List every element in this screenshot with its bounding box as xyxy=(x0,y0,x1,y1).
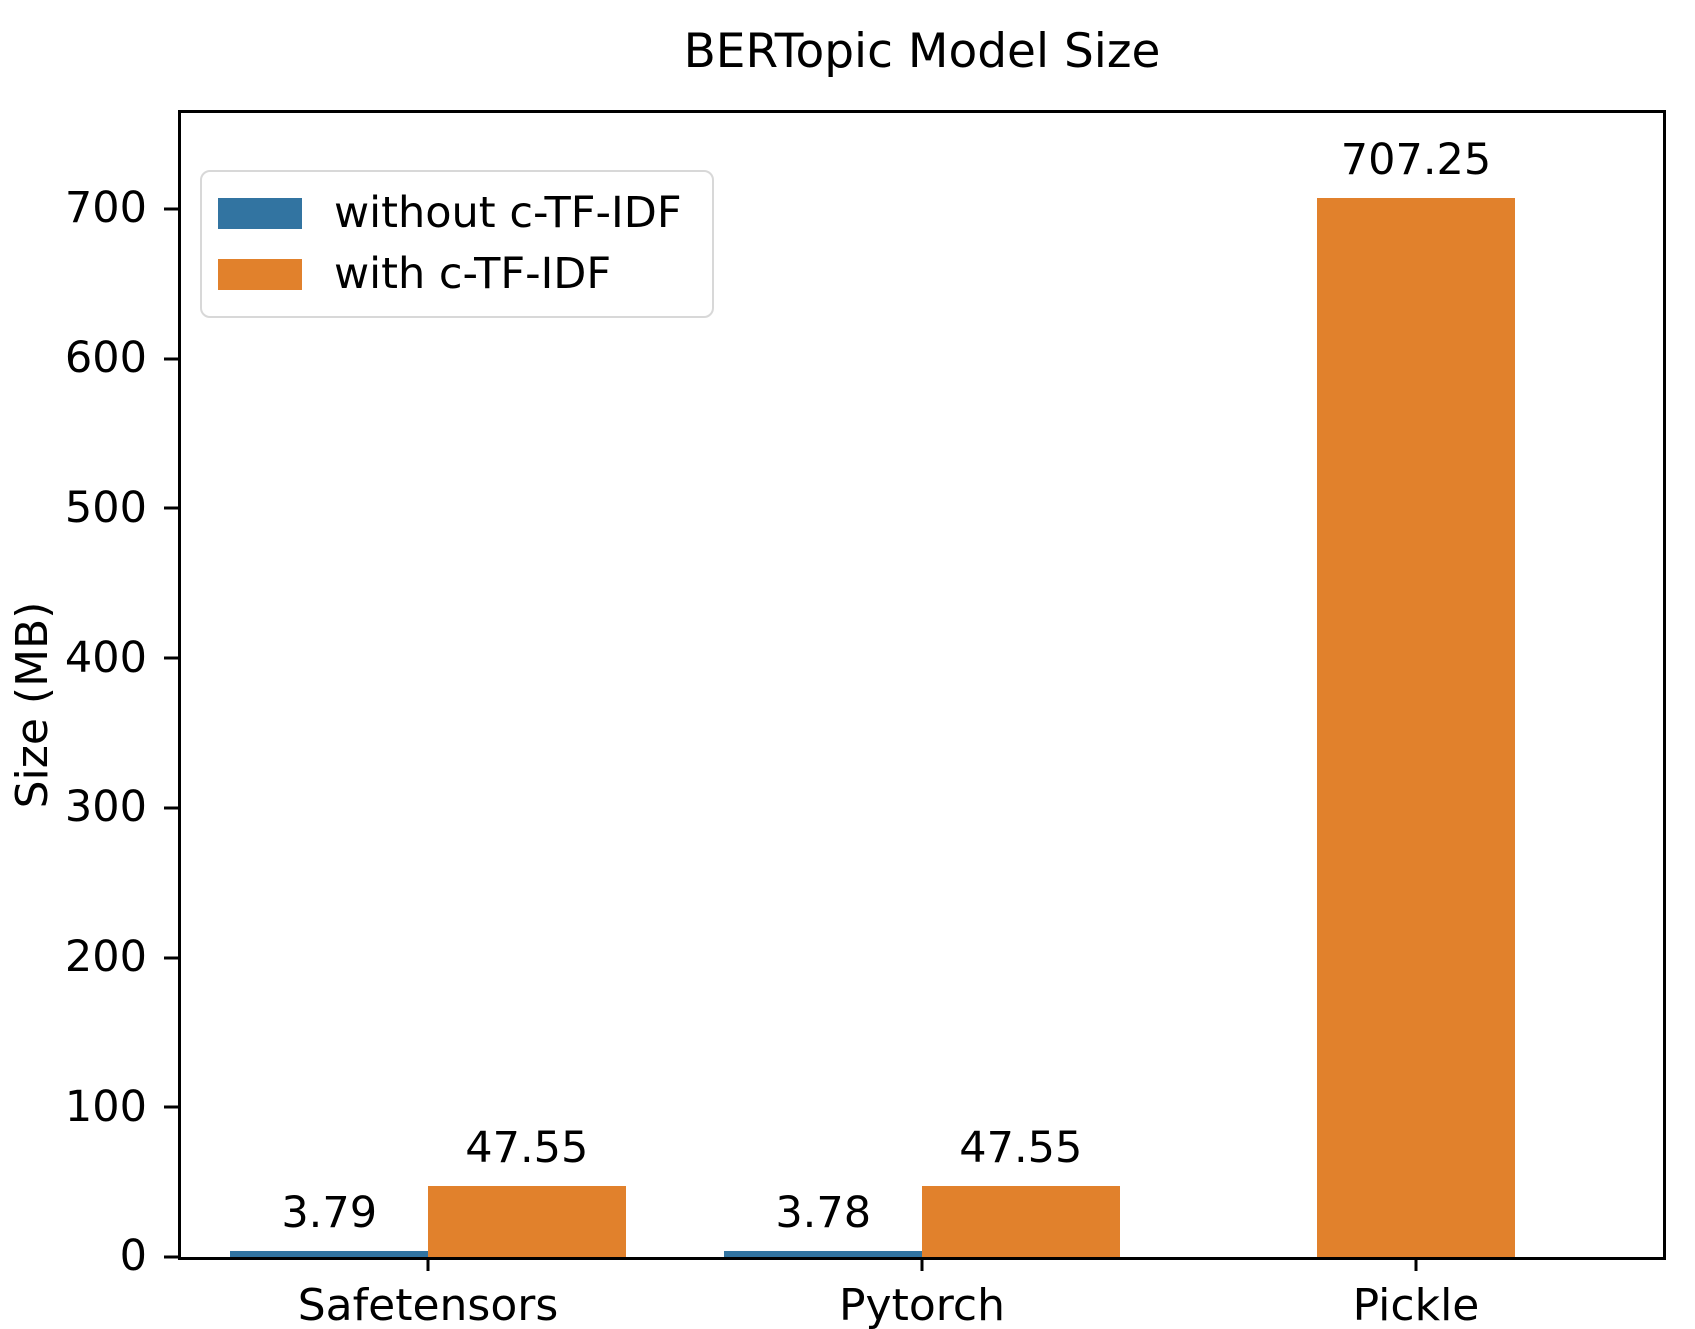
legend-row: without c-TF-IDF xyxy=(218,192,682,235)
x-category-label: Pickle xyxy=(1352,1280,1480,1329)
bar-value-label: 707.25 xyxy=(1340,134,1492,185)
legend-label: without c-TF-IDF xyxy=(334,188,682,238)
y-tick-mark xyxy=(164,1105,178,1109)
y-tick-mark xyxy=(164,956,178,960)
bar-pytorch-without-ctfidf xyxy=(724,1251,922,1257)
legend-label: with c-TF-IDF xyxy=(334,249,612,299)
y-tick-mark xyxy=(164,357,178,361)
y-tick-label: 700 xyxy=(64,183,147,234)
x-tick-mark xyxy=(1414,1257,1418,1271)
chart-title: BERTopic Model Size xyxy=(683,24,1161,79)
bar-pickle-with-ctfidf xyxy=(1317,197,1515,1257)
bar-value-label: 3.78 xyxy=(775,1188,872,1239)
legend-swatch xyxy=(218,198,302,229)
bar-value-label: 47.55 xyxy=(465,1122,589,1173)
x-tick-mark xyxy=(426,1257,430,1271)
y-tick-mark xyxy=(164,207,178,211)
legend-row: with c-TF-IDF xyxy=(218,253,682,296)
y-tick-label: 600 xyxy=(64,332,147,383)
x-category-label: Safetensors xyxy=(297,1280,559,1329)
legend: without c-TF-IDF with c-TF-IDF xyxy=(200,170,714,318)
y-tick-mark xyxy=(164,506,178,510)
y-tick-mark xyxy=(164,806,178,810)
y-tick-label: 300 xyxy=(64,782,147,833)
y-tick-label: 100 xyxy=(64,1081,147,1132)
y-tick-label: 0 xyxy=(119,1231,147,1282)
y-tick-mark xyxy=(164,656,178,660)
bar-value-label: 47.55 xyxy=(959,1122,1083,1173)
y-axis-label: Size (MB) xyxy=(7,601,58,809)
y-tick-label: 200 xyxy=(64,931,147,982)
bar-safetensors-with-ctfidf xyxy=(428,1185,626,1257)
y-tick-mark xyxy=(164,1255,178,1259)
x-tick-mark xyxy=(920,1257,924,1271)
legend-swatch xyxy=(218,259,302,290)
bar-safetensors-without-ctfidf xyxy=(230,1251,428,1257)
y-tick-label: 500 xyxy=(64,482,147,533)
x-category-label: Pytorch xyxy=(839,1280,1005,1329)
bar-pytorch-with-ctfidf xyxy=(922,1185,1120,1257)
bar-value-label: 3.79 xyxy=(281,1188,378,1239)
y-tick-label: 400 xyxy=(64,632,147,683)
